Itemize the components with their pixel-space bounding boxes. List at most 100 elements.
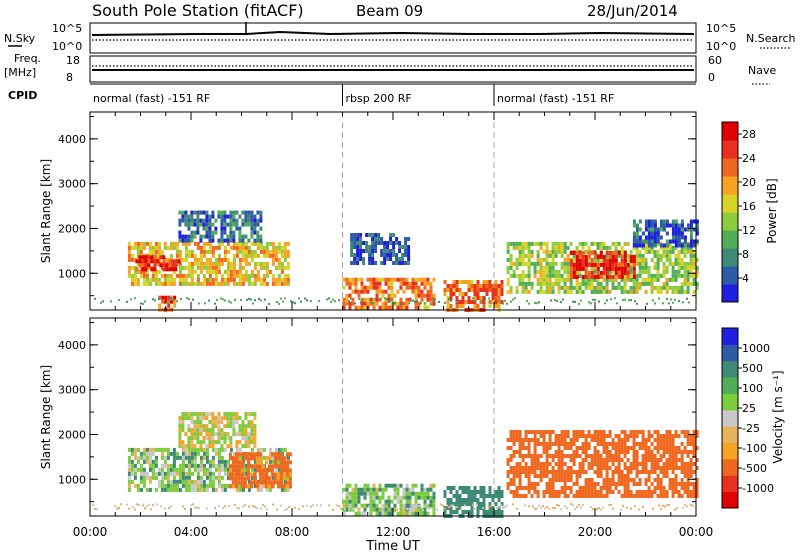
- data-cell: [199, 249, 203, 254]
- data-cell: [506, 269, 510, 274]
- data-cell: [114, 505, 116, 508]
- data-cell: [629, 434, 633, 438]
- data-cell: [686, 438, 690, 442]
- data-cell: [172, 467, 176, 472]
- data-cell: [506, 302, 508, 305]
- data-cell: [584, 478, 588, 482]
- data-cell: [181, 424, 185, 429]
- data-cell: [151, 451, 155, 456]
- data-cell: [199, 459, 203, 464]
- freq-tick-bottom: 8: [66, 71, 73, 84]
- data-cell: [151, 447, 155, 452]
- data-cell: [154, 245, 158, 250]
- data-cell: [181, 265, 185, 270]
- data-cell: [593, 462, 597, 466]
- data-cell: [452, 486, 456, 490]
- data-cell: [617, 253, 621, 258]
- data-cell: [605, 266, 609, 271]
- data-cell: [283, 487, 287, 492]
- data-cell: [285, 464, 289, 469]
- data-cell: [665, 458, 669, 462]
- data-cell: [205, 412, 209, 417]
- data-cell: [235, 269, 239, 274]
- data-cell: [229, 277, 233, 282]
- power-panel-frame: [89, 111, 697, 311]
- data-cell: [602, 270, 606, 275]
- data-cell: [635, 442, 639, 446]
- data-cell: [563, 257, 567, 262]
- data-cell: [368, 505, 370, 508]
- data-cell: [596, 270, 600, 275]
- data-cell: [378, 305, 382, 310]
- data-cell: [653, 273, 657, 278]
- data-cell: [692, 462, 696, 466]
- data-cell: [659, 223, 663, 228]
- data-cell: [264, 472, 268, 477]
- data-cell: [623, 262, 627, 267]
- data-cell: [683, 265, 687, 270]
- data-cell: [196, 416, 200, 421]
- data-cell: [375, 293, 379, 298]
- data-cell: [372, 507, 376, 512]
- data-cell: [277, 265, 281, 270]
- data-cell: [626, 253, 630, 258]
- data-cell: [288, 476, 292, 481]
- data-cell: [638, 442, 642, 446]
- data-cell: [530, 249, 534, 254]
- data-cell: [611, 438, 615, 442]
- data-cell: [247, 420, 251, 425]
- data-cell: [166, 483, 170, 488]
- data-cell: [551, 474, 555, 478]
- data-cell: [638, 285, 642, 290]
- data-cell: [378, 277, 382, 282]
- data-cell: [139, 269, 143, 274]
- data-cell: [304, 297, 306, 300]
- data-cell: [387, 305, 391, 310]
- data-cell: [665, 289, 669, 294]
- data-cell: [426, 503, 428, 506]
- data-cell: [214, 440, 218, 445]
- data-cell: [527, 438, 531, 442]
- data-cell: [653, 466, 657, 470]
- colorbar-segment: [722, 230, 738, 249]
- data-cell: [650, 434, 654, 438]
- data-cell: [199, 447, 203, 452]
- data-cell: [345, 507, 349, 512]
- data-cell: [160, 273, 164, 278]
- data-cell: [283, 273, 287, 278]
- data-cell: [476, 280, 480, 284]
- data-cell: [575, 430, 579, 434]
- data-cell: [402, 281, 406, 286]
- data-cell: [605, 454, 609, 458]
- data-cell: [282, 472, 286, 477]
- data-cell: [150, 267, 154, 272]
- data-cell: [237, 464, 241, 469]
- data-cell: [509, 430, 513, 434]
- data-cell: [184, 507, 186, 510]
- data-cell: [611, 266, 615, 271]
- data-cell: [234, 484, 238, 489]
- data-cell: [357, 487, 361, 492]
- data-cell: [635, 223, 639, 228]
- data-cell: [142, 245, 146, 250]
- data-cell: [545, 269, 549, 274]
- data-cell: [243, 476, 247, 481]
- y-tick-label: 2000: [58, 222, 86, 235]
- data-cell: [369, 301, 373, 306]
- data-cell: [545, 442, 549, 446]
- data-cell: [548, 261, 552, 266]
- power-ylabel: Slant Range [km]: [39, 159, 53, 263]
- data-cell: [563, 478, 567, 482]
- data-cell: [599, 241, 603, 246]
- data-cell: [405, 503, 409, 508]
- data-cell: [262, 277, 266, 282]
- data-cell: [599, 462, 603, 466]
- data-cell: [181, 447, 185, 452]
- data-cell: [662, 269, 666, 274]
- data-cell: [449, 296, 453, 300]
- data-cell: [596, 490, 600, 494]
- data-cell: [141, 255, 145, 260]
- data-cell: [196, 471, 200, 476]
- data-cell: [518, 241, 522, 246]
- data-cell: [130, 245, 134, 250]
